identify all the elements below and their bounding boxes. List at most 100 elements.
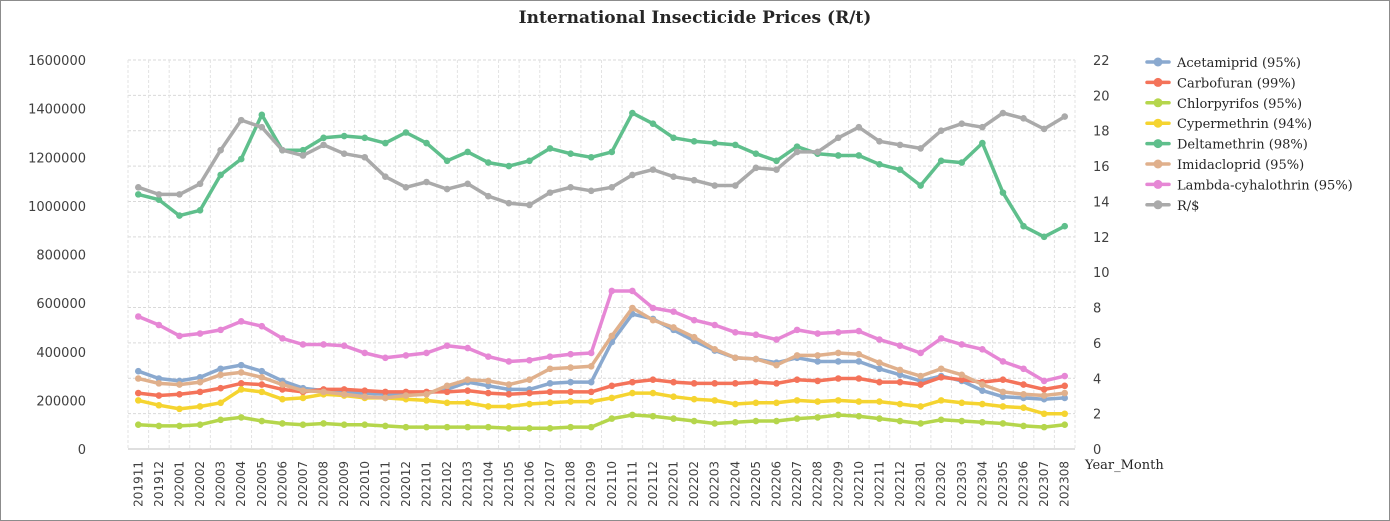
data-point [217, 326, 224, 334]
data-point [237, 414, 245, 421]
data-point [134, 184, 142, 191]
data-point [1061, 410, 1069, 418]
data-point [443, 399, 451, 407]
data-point [629, 171, 636, 179]
data-point [155, 401, 163, 409]
data-point [773, 380, 780, 387]
data-point [629, 109, 636, 117]
data-point [176, 405, 183, 413]
data-point [732, 329, 739, 336]
data-point [649, 376, 657, 384]
legend-item: R/$ [1145, 199, 1199, 214]
legend-swatch-marker [1153, 57, 1163, 67]
series-line [136, 111, 1067, 207]
series-imidacloprid-95 [134, 304, 1069, 402]
right-y-tick-label: 12 [1093, 231, 1110, 246]
left-y-tick-label: 1000000 [28, 200, 86, 215]
data-point [690, 176, 698, 184]
data-point [567, 350, 574, 358]
data-point [361, 134, 369, 142]
data-point [711, 380, 719, 387]
data-point [464, 344, 471, 352]
data-point [608, 394, 616, 402]
data-point [382, 173, 389, 180]
data-point [340, 132, 348, 140]
data-point [855, 152, 863, 159]
x-tick-label: 202304 [975, 461, 989, 507]
data-point [587, 378, 595, 386]
data-point [526, 201, 533, 209]
data-point [649, 120, 657, 127]
data-point [1040, 125, 1048, 133]
data-point [196, 421, 204, 428]
data-point [834, 349, 842, 357]
data-point [1020, 422, 1027, 430]
data-point [1040, 233, 1048, 241]
data-point [526, 376, 533, 384]
x-tick-label: 202002 [193, 461, 207, 507]
left-y-axis: 0 200000 400000 600000 800000 1000000 1200000 1… [28, 54, 86, 458]
data-point [629, 304, 636, 312]
data-point [237, 386, 245, 393]
legend-swatch-marker [1153, 118, 1163, 128]
x-tick-label: 202202 [687, 461, 701, 507]
data-point [567, 388, 574, 396]
data-point [196, 378, 204, 386]
data-point [1061, 372, 1069, 380]
data-point [505, 386, 513, 393]
data-point [279, 381, 286, 388]
data-point [505, 162, 513, 170]
data-point [649, 304, 657, 312]
series-line [136, 289, 1067, 383]
data-point [917, 145, 924, 152]
data-point [526, 157, 533, 165]
data-point [299, 146, 307, 154]
data-point [958, 399, 966, 407]
data-point [711, 346, 719, 353]
data-point [732, 418, 739, 426]
data-point [979, 418, 986, 426]
data-point [690, 417, 698, 425]
data-point [258, 417, 266, 425]
data-point [546, 145, 554, 152]
legend-label: Lambda-cyhalothrin (95%) [1177, 178, 1353, 193]
data-point [196, 180, 204, 188]
data-point [587, 153, 595, 161]
data-point [834, 152, 842, 159]
data-point [608, 148, 616, 156]
data-point [567, 378, 574, 386]
data-point [320, 420, 327, 427]
data-point [176, 191, 183, 198]
x-tick-label: 202007 [296, 461, 310, 507]
data-point [258, 381, 266, 388]
data-point [1061, 394, 1069, 402]
x-tick-label: 202206 [769, 461, 783, 507]
data-point [567, 423, 574, 431]
data-point [567, 364, 574, 371]
data-point [464, 423, 471, 431]
data-point [1020, 222, 1027, 230]
data-point [340, 390, 348, 398]
data-point [608, 415, 616, 422]
x-tick-label: 202006 [275, 461, 289, 507]
data-point [361, 393, 369, 401]
data-point [711, 321, 719, 329]
data-point [217, 171, 224, 179]
data-point [546, 365, 554, 373]
data-point [793, 148, 801, 156]
right-y-tick-label: 6 [1093, 337, 1101, 352]
data-point [649, 389, 657, 397]
data-point [670, 415, 677, 422]
data-point [855, 350, 863, 358]
data-point [876, 365, 883, 373]
data-point [155, 321, 163, 329]
data-point [464, 376, 471, 384]
data-point [134, 375, 142, 382]
data-point [814, 358, 821, 365]
data-point [876, 336, 883, 343]
series-line [136, 312, 1067, 401]
data-point [1040, 377, 1048, 385]
data-point [711, 182, 719, 189]
data-point [999, 393, 1007, 401]
data-point [217, 399, 224, 407]
